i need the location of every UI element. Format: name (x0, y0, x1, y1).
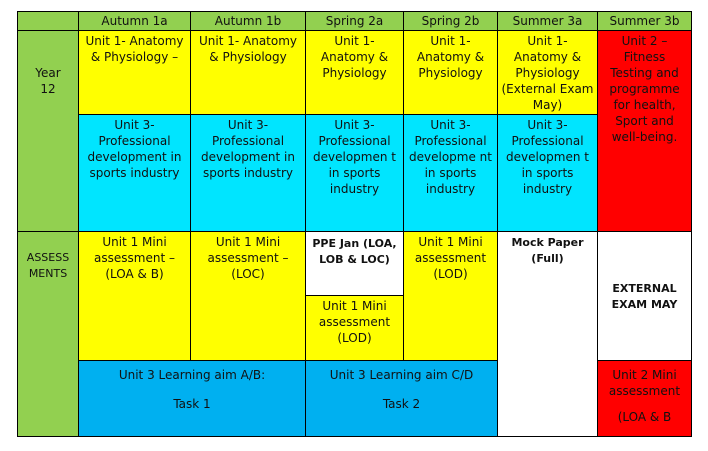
task2-sub: Task 2 (382, 397, 421, 411)
unit1-autumn-1b: Unit 1- Anatomy & Physiology (190, 30, 306, 115)
year12-label-line2: 12 (40, 82, 56, 96)
unit2-mini-cell: Unit 2 Mini assessment (LOA & B (597, 360, 692, 437)
header-row: Autumn 1a Autumn 1b Spring 2a Spring 2b … (17, 11, 692, 31)
assessments-row-c: Unit 3 Learning aim A/B: Task 1 Unit 3 L… (18, 360, 692, 437)
assess-spring-2a-lower: Unit 1 Mini assessment (LOD) (305, 295, 404, 361)
task2-title: Unit 3 Learning aim C/D (329, 368, 474, 382)
header-summer-3a: Summer 3a (497, 11, 598, 31)
year12-label: Year 12 (17, 30, 79, 232)
mock-paper-cell: Mock Paper (Full) (497, 231, 598, 437)
task2-cell: Unit 3 Learning aim C/D Task 2 (305, 360, 498, 437)
unit3-spring-2a: Unit 3- Professional developmen t in spo… (305, 114, 404, 232)
assess-spring-2b: Unit 1 Mini assessment (LOD) (403, 231, 498, 361)
unit1-autumn-1a: Unit 1- Anatomy & Physiology – (78, 30, 191, 115)
unit2-summer-3b: Unit 2 – Fitness Testing and programme f… (597, 30, 692, 232)
assessments-label-line1: ASSESS (26, 251, 70, 264)
assess-autumn-1a: Unit 1 Mini assessment – (LOA & B) (78, 231, 191, 361)
task1-cell: Unit 3 Learning aim A/B: Task 1 (78, 360, 306, 437)
task1-title: Unit 3 Learning aim A/B: (118, 368, 266, 382)
unit2-mini-title: Unit 2 Mini assessment (608, 368, 681, 398)
external-exam-cell: EXTERNAL EXAM MAY (597, 231, 692, 361)
unit3-autumn-1b: Unit 3- Professional development in spor… (190, 114, 306, 232)
year12-unit1-row: Year 12 Unit 1- Anatomy & Physiology – U… (17, 30, 692, 232)
curriculum-table: Autumn 1a Autumn 1b Spring 2a Spring 2b … (17, 11, 692, 437)
year12-unit3-row: Unit 3- Professional development in spor… (18, 114, 692, 232)
unit3-summer-3a: Unit 3- Professional developmen t in spo… (497, 114, 598, 232)
unit1-summer-3a: Unit 1- Anatomy & Physiology (External E… (497, 30, 598, 115)
unit1-spring-2b: Unit 1- Anatomy & Physiology (403, 30, 498, 115)
header-spring-2a: Spring 2a (305, 11, 404, 31)
header-summer-3b: Summer 3b (597, 11, 692, 31)
year12-label-line1: Year (35, 66, 61, 80)
header-spring-2b: Spring 2b (403, 11, 498, 31)
unit2-mini-sub: (LOA & B (617, 410, 672, 424)
unit3-autumn-1a: Unit 3- Professional development in spor… (78, 114, 191, 232)
task1-sub: Task 1 (173, 397, 211, 411)
assess-autumn-1b: Unit 1 Mini assessment – (LOC) (190, 231, 306, 361)
assessments-row-a: ASSESS MENTS Unit 1 Mini assessment – (L… (17, 231, 692, 437)
header-autumn-1b: Autumn 1b (190, 11, 306, 31)
header-corner (17, 11, 79, 31)
unit3-spring-2b: Unit 3- Professional developme nt in spo… (403, 114, 498, 232)
assessments-row-b: Unit 1 Mini assessment (LOD) (18, 295, 692, 361)
assessments-label: ASSESS MENTS (17, 231, 79, 437)
header-autumn-1a: Autumn 1a (78, 11, 191, 31)
assessments-label-line2: MENTS (28, 267, 68, 280)
unit1-spring-2a: Unit 1- Anatomy & Physiology (305, 30, 404, 115)
ppe-jan-cell: PPE Jan (LOA, LOB & LOC) (305, 231, 404, 296)
